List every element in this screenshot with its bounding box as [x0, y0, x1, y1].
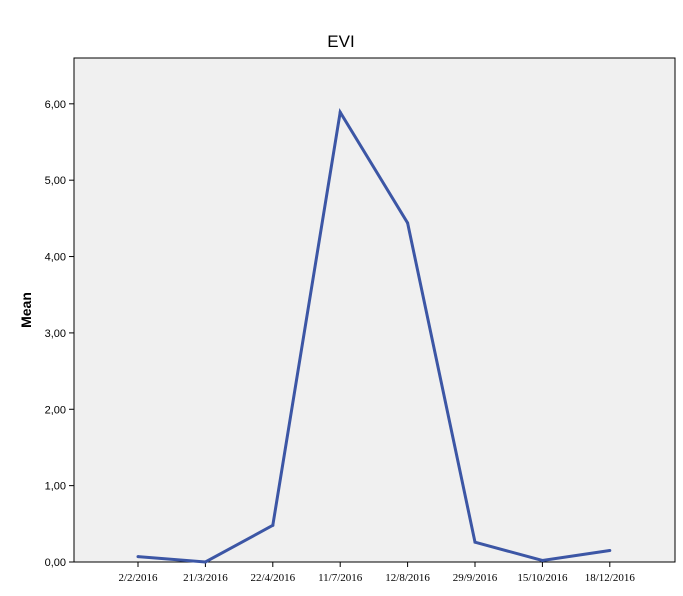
y-tick-label: 6,00: [45, 99, 66, 111]
x-tick-label: 2/2/2016: [118, 572, 158, 584]
plot-background: [73, 57, 676, 563]
x-tick-label: 18/12/2016: [585, 572, 636, 584]
chart-title: EVI: [327, 32, 354, 51]
x-tick-label: 11/7/2016: [318, 572, 363, 584]
x-tick-label: 15/10/2016: [517, 572, 568, 584]
plot-area: 0,00 1,00 2,00 3,00 4,00 5,00 6,00 2/2/2016 21/3…: [45, 57, 676, 584]
data-point: [338, 110, 342, 114]
x-tick-label: 22/4/2016: [250, 572, 295, 584]
data-point: [608, 549, 612, 553]
y-axis-title: Mean: [18, 292, 34, 328]
data-point: [540, 558, 544, 562]
x-tick-label: 12/8/2016: [385, 572, 430, 584]
y-tick-label: 3,00: [45, 328, 66, 340]
series-line: [137, 107, 611, 564]
data-point: [473, 540, 477, 544]
y-tick-label: 5,00: [45, 175, 66, 187]
data-point: [406, 221, 410, 225]
y-tick-label: 2,00: [45, 404, 66, 416]
data-point: [203, 560, 207, 564]
data-point: [271, 523, 275, 527]
x-tick-label: 21/3/2016: [183, 572, 228, 584]
data-point: [136, 555, 140, 559]
y-tick-label: 1,00: [45, 481, 66, 493]
y-tick-label: 0,00: [45, 557, 66, 569]
y-tick-label: 4,00: [45, 252, 66, 264]
x-tick-label: 29/9/2016: [453, 572, 498, 584]
